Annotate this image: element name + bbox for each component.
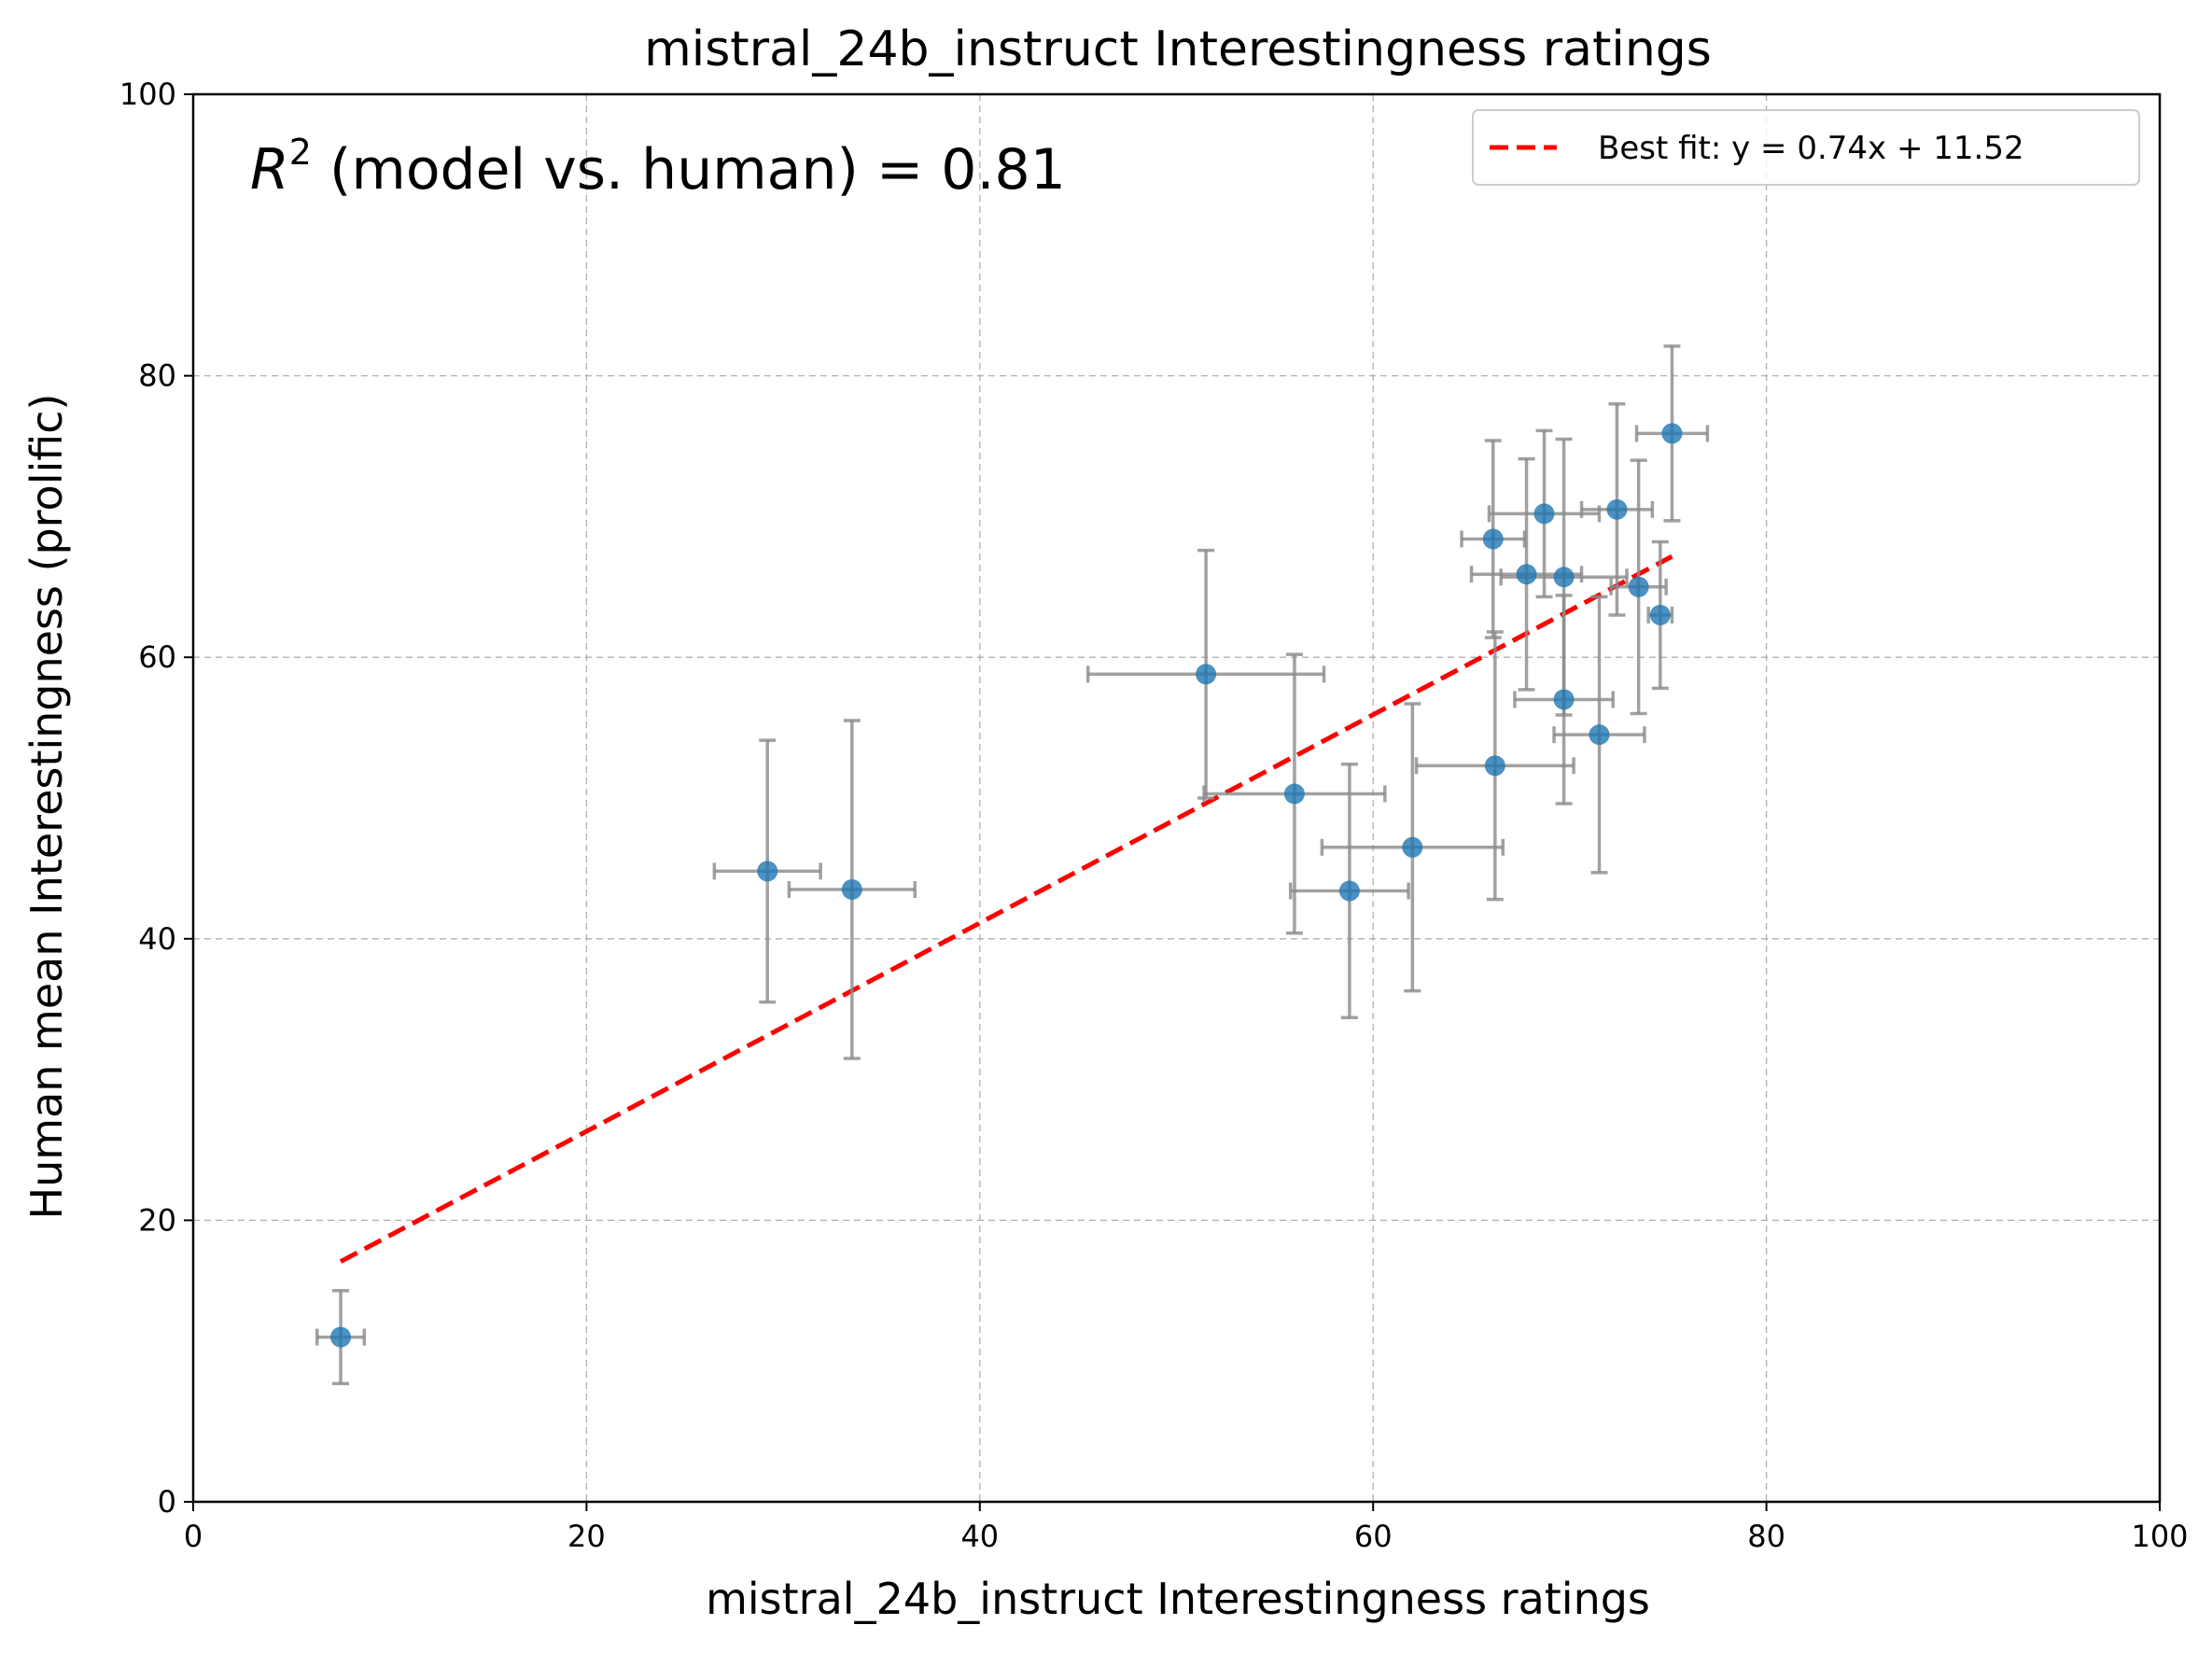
best-fit-line — [339, 553, 1673, 1264]
data-point — [1402, 836, 1423, 858]
data-point — [1484, 755, 1505, 777]
data-point — [1589, 724, 1610, 746]
y-tick-label: 60 — [138, 639, 176, 675]
plot-frame — [191, 92, 2162, 1504]
data-point — [1661, 423, 1683, 444]
data-point — [330, 1326, 352, 1348]
data-point — [1338, 880, 1360, 902]
y-tick-label: 20 — [138, 1202, 176, 1238]
data-point — [1283, 783, 1305, 805]
data-point — [1533, 503, 1555, 525]
y-tick-label: 0 — [158, 1484, 176, 1520]
data-point — [1482, 528, 1504, 550]
x-tick-label: 60 — [1354, 1519, 1393, 1554]
data-point — [1553, 689, 1575, 710]
r-squared-exponent: 2 — [289, 132, 312, 173]
legend-fit-label: Best fit: y = 0.74x + 11.52 — [1598, 130, 2024, 167]
data-point — [841, 879, 862, 901]
chart-title: mistral_24b_instruct Interestingness rat… — [644, 21, 1712, 77]
x-tick-label: 40 — [960, 1519, 999, 1554]
x-axis-label: mistral_24b_instruct Interestingness rat… — [706, 1574, 1650, 1624]
data-point — [1516, 564, 1537, 585]
y-tick-label: 100 — [119, 77, 176, 112]
grid-layer — [193, 94, 2160, 1502]
legend-box — [1472, 109, 2140, 186]
y-axis-label: Human mean Interestingness (prolific) — [21, 394, 72, 1220]
error-bar-layer — [315, 344, 1710, 1386]
point-layer — [330, 423, 1683, 1348]
data-point — [1606, 498, 1628, 520]
data-point — [757, 861, 778, 882]
x-tick-label: 80 — [1747, 1519, 1785, 1554]
fit-layer — [339, 553, 1673, 1264]
y-tick-label: 40 — [138, 921, 176, 957]
legend: Best fit: y = 0.74x + 11.52 — [1472, 109, 2140, 186]
y-tick-label: 80 — [138, 358, 176, 394]
data-point — [1628, 576, 1649, 597]
r-squared-annotation: R2 (model vs. human) = 0.81 — [250, 132, 1066, 203]
x-tick-label: 100 — [2131, 1519, 2188, 1554]
data-point — [1553, 567, 1575, 588]
data-point — [1196, 664, 1217, 685]
x-tick-label: 20 — [567, 1519, 606, 1554]
r-squared-text: (model vs. human) = 0.81 — [312, 137, 1066, 203]
x-tick-label: 0 — [184, 1519, 203, 1554]
data-point — [1649, 604, 1671, 625]
r-squared-symbol: R — [250, 137, 289, 203]
axes-layer: 0 20 40 60 80 100 0 20 40 60 80 100 — [119, 77, 2189, 1554]
